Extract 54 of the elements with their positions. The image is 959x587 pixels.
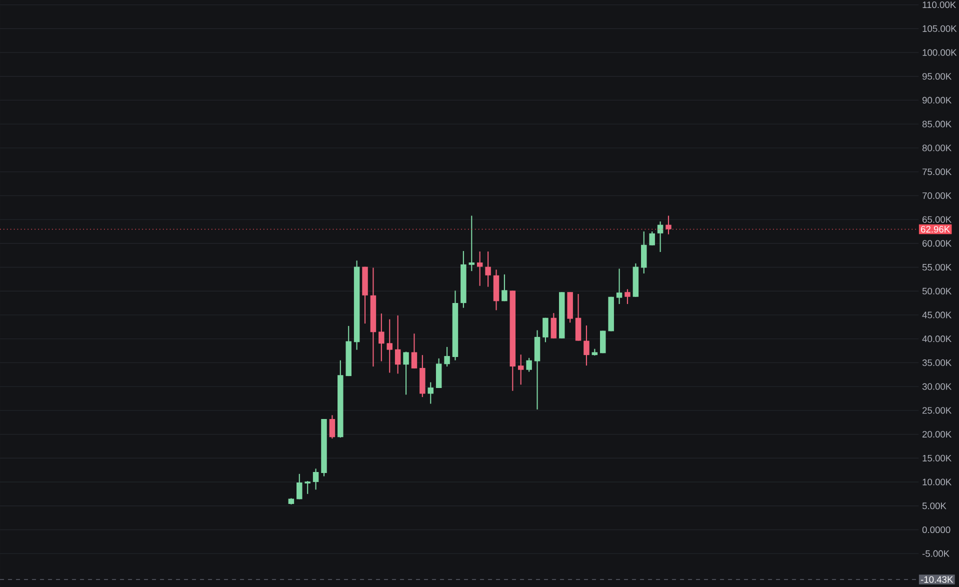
candlestick [329,414,336,440]
candlestick [394,314,401,374]
candlestick [641,230,647,274]
candlestick [312,468,319,490]
candlestick [584,324,590,366]
candlestick [444,346,450,368]
candlestick [600,330,606,354]
candlestick [411,333,418,369]
y-tick-label: 70.00K [922,192,952,199]
candlestick [502,274,508,302]
y-tick-label: 40.00K [922,336,952,342]
candlestick [657,220,664,253]
y-tick-label: 0.0000 [922,526,950,534]
y-tick-label: 45.00K [922,312,952,318]
y-tick-label: 100.00K [922,49,957,56]
candlestick [296,473,302,500]
y-tick-label: 105.00K [922,25,957,32]
y-tick-label: 35.00K [922,359,952,366]
y-tick-label: 110.00K [922,1,956,8]
candlestick [403,351,409,396]
y-tick-label: 25.00K [922,407,952,414]
candlestick [428,382,434,404]
candlestick [304,480,310,494]
candlestick [518,354,524,386]
y-tick-label: 10.00K [922,478,952,486]
candlestick [526,357,532,372]
candlestick [575,293,582,342]
candlestick [476,250,483,286]
y-tick-label: 90.00K [922,96,952,104]
y-tick-label: 85.00K [922,120,952,128]
y-tick-label: 5.00K [922,502,946,510]
y-tick-label: 15.00K [922,454,952,462]
y-tick-label: 95.00K [922,73,952,80]
y-tick-label: -5.00K [922,550,950,557]
candlestick [386,318,392,374]
y-tick-label: 65.00K [922,216,952,223]
candlestick [550,312,557,339]
candlestick [666,215,672,235]
y-tick-label: 30.00K [922,383,952,390]
ref-line-label: 62.96K [921,226,950,233]
candlestick [624,288,630,305]
y-tick-label: 60.00K [922,240,952,247]
y-tick-label: 55.00K [922,264,952,271]
y-tick-label: 20.00K [922,430,952,438]
candlestick [485,250,491,288]
y-tick-label: 75.00K [922,168,952,176]
y-tick-label: 80.00K [922,144,952,152]
candlestick [378,313,384,362]
candlestick [542,317,548,343]
candlestick [616,268,622,305]
y-tick-label: 50.00K [922,288,952,294]
candlestick [468,215,475,272]
candlestick [649,230,655,246]
ref-line-label: -10.43K [920,576,954,583]
